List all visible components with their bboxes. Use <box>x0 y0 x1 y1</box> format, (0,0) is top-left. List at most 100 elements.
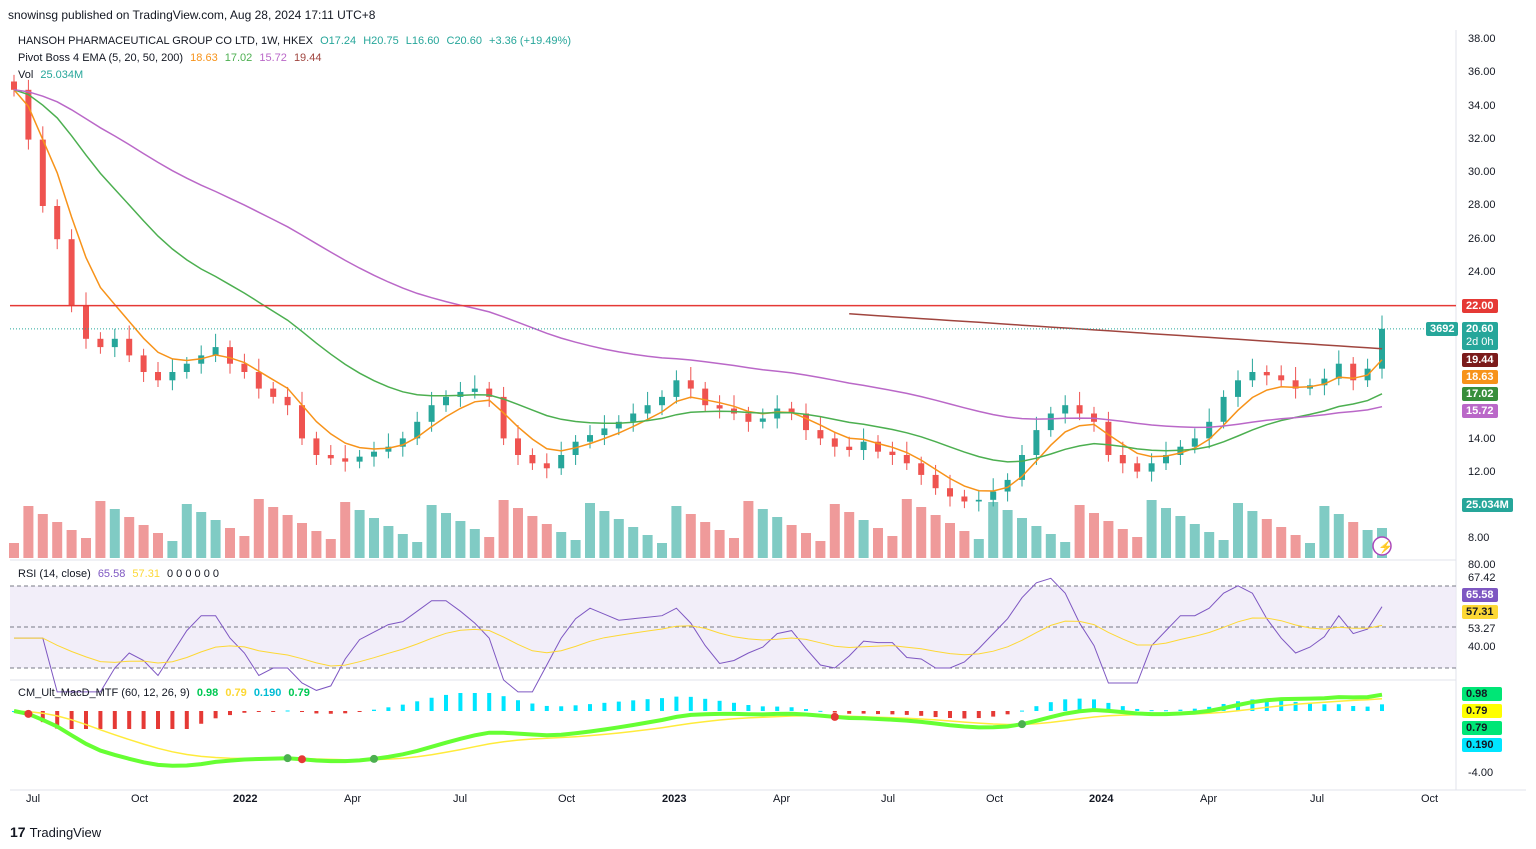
candle-body <box>443 396 449 406</box>
macd-histogram-bar <box>904 711 909 715</box>
volume-bar <box>901 499 912 558</box>
macd-histogram-bar <box>1322 704 1327 711</box>
rsi-tick: 80.00 <box>1468 559 1496 571</box>
volume-bar <box>1348 522 1359 558</box>
macd-histogram-bar <box>703 698 708 711</box>
rsi-signal-tag: 57.31 <box>1462 605 1498 619</box>
volume-bar <box>397 534 408 558</box>
macd-tag-2: 0.79 <box>1462 704 1502 718</box>
candle-body <box>587 435 593 442</box>
volume-bar <box>988 502 999 558</box>
volume-bar <box>613 519 624 558</box>
macd-cross-dot <box>1018 720 1026 729</box>
macd-histogram-bar <box>760 706 765 711</box>
macd-histogram-bar <box>1063 699 1068 711</box>
price-tick: 30.00 <box>1468 166 1496 178</box>
volume-bar <box>210 520 221 558</box>
candle-body <box>831 438 838 447</box>
tv-logo-icon: 17 <box>10 824 26 840</box>
candle-body <box>25 89 32 140</box>
macd-histogram-bar <box>660 698 664 711</box>
price-tick: 34.00 <box>1468 100 1496 112</box>
macd-cross-dots <box>24 709 1026 764</box>
volume-bar <box>585 503 595 558</box>
candle-body <box>788 408 795 414</box>
candle-body <box>11 81 17 90</box>
candle-body <box>241 363 248 372</box>
volume-bar <box>9 543 19 558</box>
price-tick: 12.00 <box>1468 466 1496 478</box>
macd-tag-3: 0.79 <box>1462 721 1502 735</box>
candle-body <box>615 421 622 429</box>
macd-value-1: 0.98 <box>196 687 219 699</box>
macd-histogram-bar <box>732 702 736 711</box>
candle-body <box>1220 396 1227 422</box>
volume-bar <box>469 529 480 558</box>
candle-body <box>1249 372 1256 381</box>
volume-bar <box>1089 513 1099 558</box>
macd-histogram-bar <box>818 710 823 712</box>
publisher-line: snowinsg published on TradingView.com, A… <box>8 8 376 22</box>
candle-body <box>875 441 881 452</box>
candle-body <box>1206 421 1213 439</box>
candle-body <box>212 347 219 356</box>
volume-bar <box>1132 537 1143 558</box>
macd-value-3: 0.190 <box>253 687 282 699</box>
candle-body <box>97 338 104 348</box>
macd-histogram-bar <box>832 711 837 713</box>
candle-body <box>299 405 305 439</box>
ema20-line <box>13 89 1383 463</box>
time-tick: 2023 <box>662 793 687 805</box>
macd-line <box>13 692 1383 768</box>
time-tick: Apr <box>773 793 791 805</box>
candle-body <box>1134 463 1141 472</box>
ema50-tag: 15.72 <box>1462 404 1498 418</box>
volume-bar <box>1247 511 1258 558</box>
candle-body <box>126 338 133 356</box>
macd-histogram-bar <box>1092 699 1096 711</box>
ema5-tag: 18.63 <box>1462 370 1498 384</box>
macd-histogram-bar <box>372 709 376 711</box>
candle-body <box>270 388 277 397</box>
candle-body <box>327 455 334 459</box>
candle-body <box>457 391 464 397</box>
rsi-line <box>14 577 1383 693</box>
resistance-tag: 22.00 <box>1462 299 1498 313</box>
tv-logo-text: TradingView <box>29 824 102 840</box>
candle-body <box>543 463 550 469</box>
volume-bar <box>1319 506 1330 558</box>
volume-bar <box>369 518 379 558</box>
macd-histogram-bar <box>444 694 448 711</box>
macd-histogram-bar <box>544 705 549 711</box>
high-value: H20.75 <box>363 35 399 47</box>
volume-bar <box>1060 542 1071 558</box>
macd-histogram-bar <box>242 711 247 713</box>
change-value: +3.36 (+19.49%) <box>489 35 571 47</box>
volume-bar <box>599 511 610 558</box>
macd-histogram-bar <box>573 705 578 711</box>
macd-histogram-bar <box>400 704 405 711</box>
volume-bar <box>66 530 77 558</box>
candle-body <box>932 474 939 489</box>
macd-histogram-bar <box>487 693 492 711</box>
volume-bar <box>513 508 523 558</box>
macd-tag-1: 0.98 <box>1462 687 1502 701</box>
volume-bar <box>570 540 581 558</box>
volume-bar <box>1103 521 1114 558</box>
macd-histogram-bar <box>804 709 808 711</box>
volume-bar <box>772 517 783 558</box>
candle-body <box>284 396 291 406</box>
candle-body <box>673 380 680 397</box>
candle-body <box>500 396 507 439</box>
candle-body <box>1335 363 1342 379</box>
candle-body <box>659 396 665 406</box>
time-tick: Jul <box>453 793 468 805</box>
macd-histogram-bar <box>588 704 592 711</box>
macd-histogram-bar <box>300 711 304 713</box>
tradingview-logo[interactable]: 17 TradingView <box>10 824 101 840</box>
candle-body <box>529 455 536 464</box>
bar-countdown: 2d 0h <box>1466 336 1494 348</box>
candle-body <box>385 446 392 452</box>
macd-histogram-bar <box>631 700 636 711</box>
